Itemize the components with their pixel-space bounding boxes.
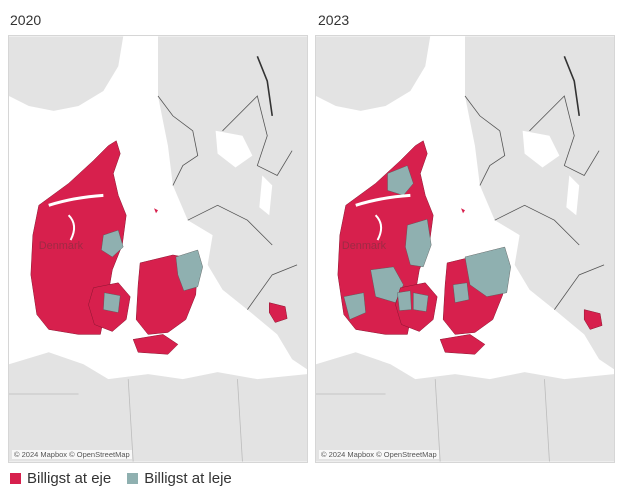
bornholm-own [269, 302, 288, 323]
rent-west-funen [397, 290, 412, 311]
legend-swatch-rent [127, 473, 139, 484]
lolland-own [439, 334, 486, 355]
legend-item-rent[interactable]: Billigst at leje [127, 470, 232, 487]
land-germany [9, 352, 307, 462]
rent-zealand-northeast [464, 246, 511, 297]
land-germany [316, 352, 614, 462]
country-label-2020: Denmark [39, 240, 84, 252]
lake-vattern [566, 175, 580, 216]
island-anholt [154, 208, 158, 214]
attribution-2020[interactable]: © 2024 Mapbox © OpenStreetMap [12, 450, 132, 459]
rent-west-jutland-strip [101, 229, 124, 258]
island-anholt [461, 208, 465, 214]
lolland-own [132, 334, 179, 355]
legend: Billigst at eje Billigst at leje [10, 470, 248, 487]
legend-label-own: Billigst at eje [27, 470, 112, 487]
rent-funen-center [103, 292, 121, 313]
lake-vattern [259, 175, 273, 216]
map-2020[interactable]: Denmark © 2024 Mapbox © OpenStreetMap [8, 35, 308, 463]
panel-title-2023: 2023 [318, 12, 350, 28]
map-canvas-2023: Denmark [316, 36, 614, 462]
panel-title-2020: 2020 [10, 12, 42, 28]
legend-label-rent: Billigst at leje [144, 470, 232, 487]
rent-zealand-center [452, 282, 470, 303]
bornholm-own [583, 309, 603, 330]
legend-item-own[interactable]: Billigst at eje [10, 470, 111, 487]
land-norway [316, 36, 431, 111]
land-norway [9, 36, 124, 111]
map-canvas-2020: Denmark [9, 36, 307, 462]
land-sweden [465, 36, 614, 370]
map-2023[interactable]: Denmark © 2024 Mapbox © OpenStreetMap [315, 35, 615, 463]
lake-vanern [522, 130, 560, 168]
lake-vanern [215, 130, 253, 168]
rent-north-jutland [387, 165, 414, 196]
country-label-2023: Denmark [342, 240, 387, 252]
rent-east-jutland [405, 218, 432, 268]
land-sweden [158, 36, 307, 370]
legend-swatch-own [10, 473, 21, 484]
attribution-2023[interactable]: © 2024 Mapbox © OpenStreetMap [319, 450, 439, 459]
rent-funen-center [413, 292, 429, 312]
rent-southwest-jutland [343, 292, 366, 320]
rent-zealand-northeast [175, 249, 203, 291]
